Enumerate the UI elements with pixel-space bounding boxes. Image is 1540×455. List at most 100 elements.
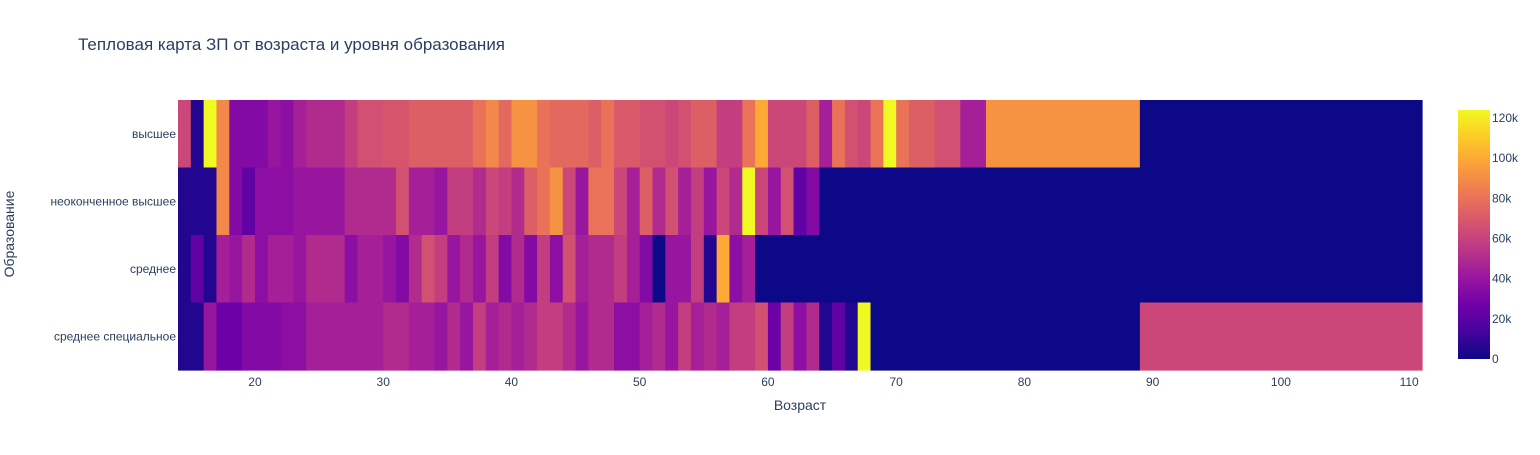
heatmap-cell: [588, 235, 615, 304]
heatmap-cell: [575, 235, 589, 304]
heatmap-cell: [562, 235, 577, 304]
heatmap-cell: [806, 100, 820, 169]
heatmap-cell: [960, 100, 987, 169]
heatmap-cell: [242, 302, 282, 371]
heatmap-cell: [652, 302, 666, 371]
heatmap-cell: [408, 302, 436, 371]
heatmap-cell: [229, 100, 269, 169]
heatmap-cell: [460, 302, 474, 371]
heatmap-cell: [716, 100, 743, 169]
heatmap-cell: [383, 235, 397, 304]
heatmap-cell: [434, 235, 448, 304]
heatmap-cell: [434, 167, 448, 236]
heatmap-cell: [549, 100, 589, 169]
heatmap-cell: [678, 167, 692, 236]
heatmap-cell: [293, 167, 346, 236]
heatmap-cell: [819, 302, 833, 371]
x-tick-label: 40: [505, 375, 519, 389]
heatmap-cell: [985, 100, 1141, 169]
heatmap-cell: [472, 100, 487, 169]
heatmap-cell: [306, 100, 346, 169]
x-tick-label: 20: [248, 375, 262, 389]
heatmap-cell: [178, 235, 192, 304]
heatmap-cell: [254, 235, 269, 304]
heatmap-cell: [344, 100, 359, 169]
heatmap-cell: [755, 235, 1423, 304]
heatmap-cell: [806, 167, 820, 236]
heatmap-cell: [524, 235, 538, 304]
y-tick-labels: высшее неоконченное высшее среднее среднее …: [51, 127, 177, 344]
heatmap-cell: [690, 235, 705, 304]
heatmap-cell: [614, 100, 641, 169]
x-tick-label: 80: [1018, 375, 1032, 389]
heatmap-cell: [857, 100, 872, 169]
heatmap-cell: [306, 235, 346, 304]
heatmap-cell: [524, 302, 538, 371]
heatmap-cell: [562, 167, 577, 236]
heatmap-cell: [870, 302, 1141, 371]
heatmap-cell: [639, 100, 666, 169]
heatmap-cell: [421, 235, 436, 304]
heatmap-cell: [934, 100, 961, 169]
colorbar-tick-label: 80k: [1492, 191, 1512, 205]
colorbar-tick-label: 120k: [1492, 111, 1519, 125]
heatmap-cell: [472, 302, 487, 371]
heatmap-cell: [909, 100, 936, 169]
heatmap-cell: [485, 100, 500, 169]
x-axis-title: Возраст: [774, 397, 827, 413]
heatmap-cell: [678, 100, 692, 169]
heatmap-cell: [511, 302, 525, 371]
heatmap-cell: [601, 100, 615, 169]
heatmap-cell: [883, 100, 897, 169]
heatmap-cell: [434, 302, 448, 371]
heatmap-cell: [242, 167, 256, 236]
heatmap-cell: [652, 167, 666, 236]
heatmap-cell: [832, 100, 846, 169]
heatmap-cell: [896, 100, 910, 169]
x-tick-label: 50: [633, 375, 647, 389]
heatmap-cell: [767, 302, 782, 371]
heatmap-cell: [511, 100, 538, 169]
heatmap-cell: [344, 167, 397, 236]
heatmap-cell: [665, 100, 679, 169]
colorbar-tick-labels: 0 20k 40k 60k 80k 100k 120k: [1492, 111, 1519, 366]
heatmap-cell: [485, 302, 500, 371]
heatmap-cell: [806, 302, 820, 371]
heatmap-cell: [626, 235, 641, 304]
x-tick-label: 30: [377, 375, 391, 389]
heatmap-cell: [280, 100, 295, 169]
heatmap-cell: [690, 167, 705, 236]
heatmap-cell: [306, 302, 384, 371]
heatmap-cell: [293, 100, 307, 169]
heatmap-cell: [460, 235, 474, 304]
heatmap-cell: [472, 167, 487, 236]
heatmap-cell: [793, 167, 808, 236]
heatmap-cell: [485, 167, 500, 236]
heatmap-cell: [447, 235, 461, 304]
x-tick-label: 60: [761, 375, 775, 389]
heatmap-cell: [178, 100, 192, 169]
heatmap-cell: [396, 235, 410, 304]
heatmap-cell: [716, 167, 731, 236]
heatmap-cell: [614, 167, 628, 236]
heatmap-cell: [742, 100, 756, 169]
heatmap-cell: [267, 235, 295, 304]
heatmap-cell: [357, 235, 384, 304]
heatmap-cell: [216, 302, 243, 371]
heatmap-cell: [408, 167, 436, 236]
heatmap-cell: [524, 167, 538, 236]
colorbar-tick-label: 20k: [1492, 312, 1512, 326]
heatmap-cell: [383, 302, 410, 371]
heatmap-cell: [575, 167, 589, 236]
heatmap-cell: [844, 100, 859, 169]
heatmap-cell: [729, 235, 743, 304]
chart-title: Тепловая карта ЗП от возраста и уровня о…: [78, 35, 505, 54]
heatmap-cell: [267, 100, 282, 169]
y-tick-label: высшее: [132, 127, 176, 141]
heatmap-cell: [254, 167, 295, 236]
heatmap-cell: [588, 167, 615, 236]
heatmap-cell: [690, 302, 705, 371]
heatmap-cell: [498, 302, 513, 371]
